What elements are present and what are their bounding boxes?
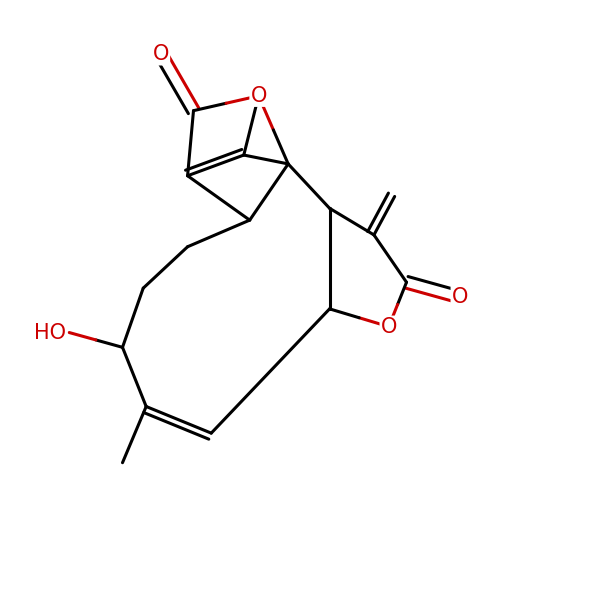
- Text: O: O: [452, 287, 468, 307]
- Text: O: O: [380, 317, 397, 337]
- Text: O: O: [250, 86, 267, 106]
- Text: O: O: [153, 44, 169, 64]
- Text: HO: HO: [34, 323, 66, 343]
